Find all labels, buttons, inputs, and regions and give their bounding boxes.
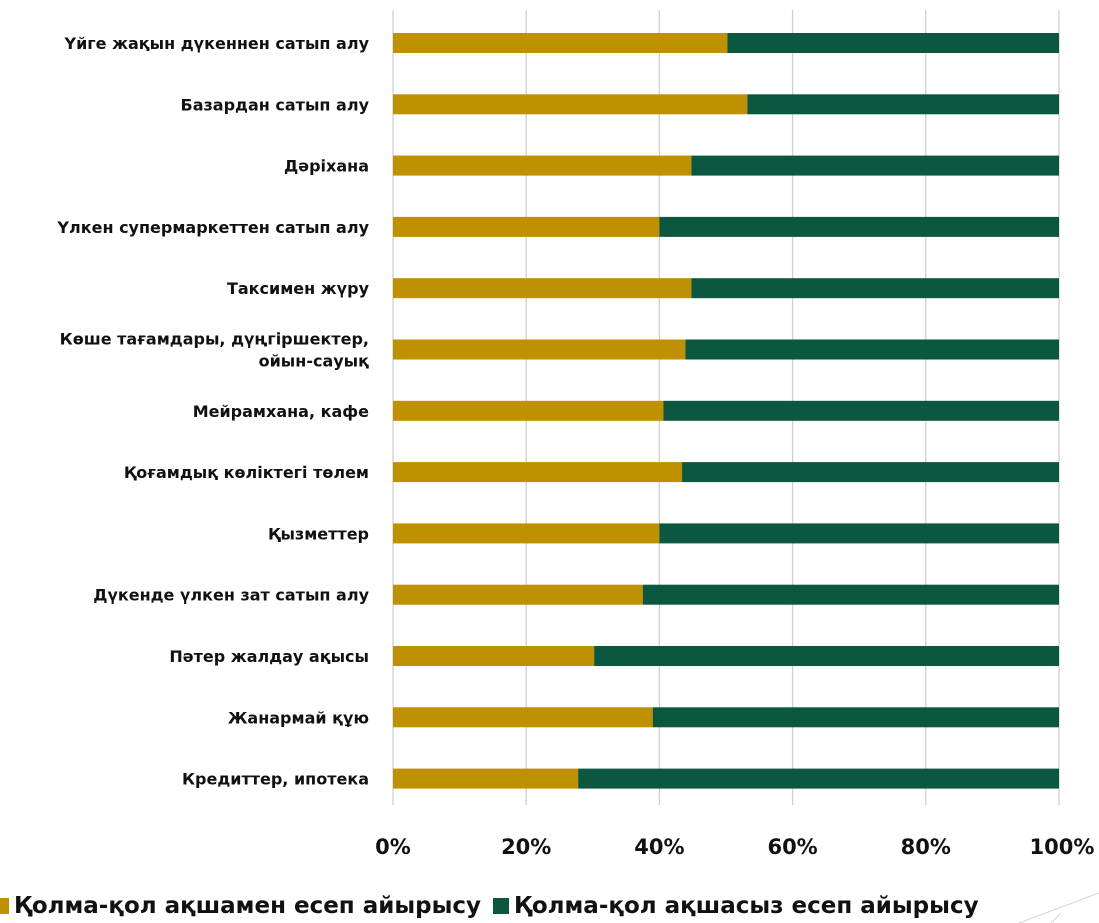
bars — [393, 33, 1059, 789]
legend-label-cash: Қолма-қол ақшамен есеп айырысу — [14, 892, 482, 919]
bar-cash-7 — [393, 462, 683, 483]
bar-cash-5 — [393, 339, 686, 360]
bar-cash-6 — [393, 400, 664, 421]
bar-cashless-10 — [594, 646, 1059, 666]
bar-cash-10 — [393, 646, 595, 666]
bar-cash-2 — [393, 155, 692, 176]
x-tick-label-2: 40% — [634, 835, 684, 859]
bar-cashless-9 — [642, 584, 1059, 605]
bar-cashless-8 — [659, 523, 1059, 544]
bar-cashless-5 — [685, 339, 1059, 360]
legend-item-cashless: Қолма-қол ақшасыз есеп айырысу — [493, 893, 979, 919]
category-label-4: Таксимен жүру — [227, 279, 370, 298]
category-labels: Үйге жақын дүкеннен сатып алу Базардан са… — [56, 34, 369, 789]
category-label-11: Жанармай құю — [228, 708, 369, 727]
bar-cashless-0 — [727, 33, 1059, 53]
stacked-bar-chart: Үйге жақын дүкеннен сатып алу Базардан са… — [56, 10, 1094, 859]
x-tick-label-5: 100% — [1030, 835, 1095, 859]
bar-cash-3 — [393, 216, 660, 237]
bar-cash-9 — [393, 584, 643, 605]
legend: Қолма-қол ақшамен есеп айырысу Қолма-қол… — [0, 888, 1099, 923]
x-axis-tick-labels: 0% 20% 40% 60% 80% 100% — [375, 835, 1094, 859]
category-label-9: Дүкенде үлкен зат сатып алу — [93, 586, 369, 605]
bar-cash-11 — [393, 707, 653, 728]
category-label-6: Мейрамхана, кафе — [193, 402, 369, 421]
bar-cashless-2 — [691, 155, 1059, 176]
legend-swatch-cash — [0, 897, 9, 914]
category-label-7: Қоғамдық көліктегі төлем — [124, 463, 369, 482]
category-label-10: Пәтер жалдау ақысы — [169, 647, 369, 666]
category-label-3: Үлкен супермаркеттен сатып алу — [56, 218, 369, 237]
bar-cash-1 — [393, 94, 748, 115]
category-label-5: Көше тағамдары, дүңгіршектер, ойын-сауық — [60, 330, 369, 371]
x-tick-label-4: 80% — [901, 835, 951, 859]
bar-cashless-6 — [663, 400, 1059, 421]
x-tick-label-3: 60% — [767, 835, 817, 859]
bar-cash-8 — [393, 523, 660, 544]
category-label-12: Кредиттер, ипотека — [182, 770, 369, 789]
bar-cash-0 — [393, 33, 728, 53]
category-label-1: Базардан сатып алу — [181, 95, 370, 114]
bar-cash-4 — [393, 278, 692, 299]
x-tick-label-1: 20% — [501, 835, 551, 859]
category-label-8: Қызметтер — [268, 524, 369, 543]
bar-cash-12 — [393, 768, 579, 789]
bar-cashless-3 — [659, 216, 1059, 237]
legend-item-cash: Қолма-қол ақшамен есеп айырысу — [0, 893, 481, 919]
bar-cashless-12 — [578, 768, 1059, 789]
bar-cashless-1 — [747, 94, 1059, 115]
legend-label-cashless: Қолма-қол ақшасыз есеп айырысу — [514, 892, 979, 919]
bar-cashless-7 — [682, 462, 1059, 483]
bar-cashless-11 — [652, 707, 1059, 728]
category-label-0: Үйге жақын дүкеннен сатып алу — [64, 34, 370, 53]
category-label-2: Дәріхана — [284, 157, 369, 176]
bar-cashless-4 — [691, 278, 1059, 299]
legend-swatch-cashless — [493, 897, 510, 914]
x-tick-label-0: 0% — [375, 835, 411, 859]
corner-decoration — [1019, 893, 1099, 923]
